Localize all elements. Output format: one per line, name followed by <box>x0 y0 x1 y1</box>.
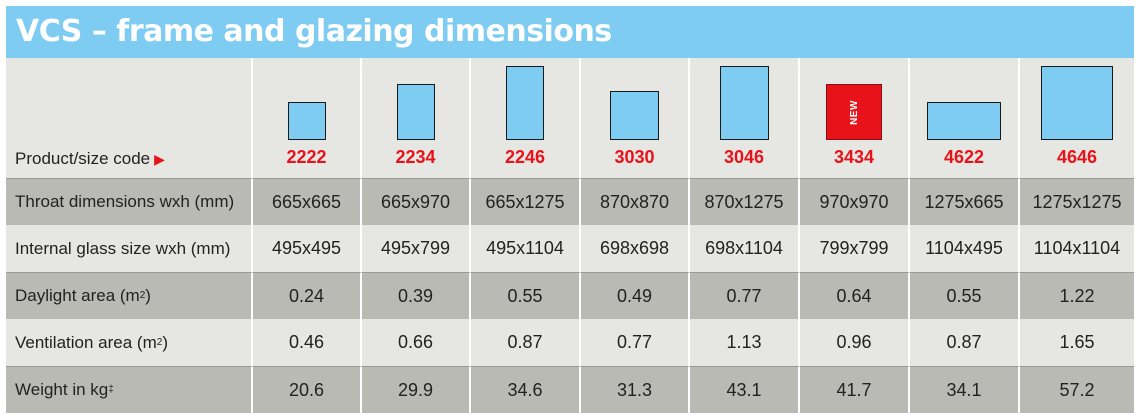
table-cell: 0.39 <box>362 272 471 319</box>
product-column-header: 4622 <box>910 58 1020 178</box>
header-label-text: Product/size code <box>15 149 151 168</box>
table-cell: 970x970 <box>800 178 910 225</box>
table-cell: 43.1 <box>690 366 800 413</box>
window-diagram-icon <box>610 91 659 140</box>
table-cell: 29.9 <box>362 366 471 413</box>
table-cell: 799x799 <box>800 225 910 272</box>
product-code: 2234 <box>395 147 436 167</box>
table-cell: 1275x665 <box>910 178 1020 225</box>
row-label: Throat dimensions wxh (mm) <box>6 178 253 225</box>
row-label: Weight in kg ‡ <box>6 366 253 413</box>
table-cell: 34.1 <box>910 366 1020 413</box>
window-diagram-icon <box>1041 66 1113 140</box>
table-cell: 495x799 <box>362 225 471 272</box>
product-column-header: 2222 <box>253 58 362 178</box>
row-label-text: Daylight area (m <box>15 286 140 305</box>
table-cell: 1275x1275 <box>1020 178 1134 225</box>
table-cell: 665x1275 <box>471 178 581 225</box>
table-cell: 0.87 <box>910 319 1020 366</box>
product-size-code-label: Product/size code ▶ <box>6 58 253 178</box>
product-column-header: 4646 <box>1020 58 1134 178</box>
title-bar: VCS – frame and glazing dimensions <box>6 6 1134 58</box>
table-cell: 1104x495 <box>910 225 1020 272</box>
table-cell: 0.77 <box>581 319 690 366</box>
right-arrow-icon: ▶ <box>154 151 165 167</box>
table-cell: 0.55 <box>910 272 1020 319</box>
dimensions-table: Product/size code ▶ 2222 2234 2246 3030 <box>6 58 1134 413</box>
product-code: 4622 <box>943 147 985 167</box>
table-cell: 31.3 <box>581 366 690 413</box>
row-label: Daylight area (m 2) <box>6 272 253 319</box>
product-code: 2246 <box>504 147 546 167</box>
table-cell: 698x698 <box>581 225 690 272</box>
table-cell: 0.66 <box>362 319 471 366</box>
row-label: Internal glass size wxh (mm) <box>6 225 253 272</box>
table-cell: 0.96 <box>800 319 910 366</box>
row-label: Ventilation area (m 2) <box>6 319 253 366</box>
new-window-diagram-icon: NEW <box>826 84 882 140</box>
new-badge: NEW <box>848 99 860 125</box>
product-code: 3030 <box>614 147 655 167</box>
table-cell: 1.22 <box>1020 272 1134 319</box>
table-cell: 698x1104 <box>690 225 800 272</box>
table-cell: 665x970 <box>362 178 471 225</box>
product-code: 3434 <box>833 147 875 167</box>
product-code: 3046 <box>723 147 765 167</box>
table-cell: 0.55 <box>471 272 581 319</box>
table-cell: 41.7 <box>800 366 910 413</box>
table-cell: 0.64 <box>800 272 910 319</box>
product-column-header: 3046 <box>690 58 800 178</box>
table-cell: 0.46 <box>253 319 362 366</box>
product-column-header: 2246 <box>471 58 581 178</box>
table-cell: 0.87 <box>471 319 581 366</box>
window-diagram-icon <box>287 102 326 140</box>
product-column-header: 2234 <box>362 58 471 178</box>
window-diagram-icon <box>396 84 435 140</box>
row-label-text: Weight in kg <box>15 380 109 399</box>
window-diagram-icon <box>927 102 1001 140</box>
product-column-header: NEW 3434 <box>800 58 910 178</box>
row-label-tail: ) <box>162 332 168 352</box>
table-cell: 495x1104 <box>471 225 581 272</box>
page-title: VCS – frame and glazing dimensions <box>16 14 612 49</box>
window-diagram-icon <box>506 66 544 140</box>
product-code: 2222 <box>286 147 327 167</box>
table-cell: 495x495 <box>253 225 362 272</box>
table-cell: 870x870 <box>581 178 690 225</box>
window-diagram-icon <box>719 66 769 140</box>
row-label-tail: ) <box>145 286 151 305</box>
table-cell: 34.6 <box>471 366 581 413</box>
table-cell: 665x665 <box>253 178 362 225</box>
table-cell: 20.6 <box>253 366 362 413</box>
table-cell: 0.49 <box>581 272 690 319</box>
table-cell: 57.2 <box>1020 366 1134 413</box>
row-label-text: Ventilation area (m <box>15 332 157 352</box>
table-cell: 0.77 <box>690 272 800 319</box>
product-code: 4646 <box>1056 147 1098 167</box>
table-cell: 1.13 <box>690 319 800 366</box>
table-cell: 0.24 <box>253 272 362 319</box>
table-cell: 1104x1104 <box>1020 225 1134 272</box>
product-column-header: 3030 <box>581 58 690 178</box>
table-cell: 870x1275 <box>690 178 800 225</box>
table-cell: 1.65 <box>1020 319 1134 366</box>
